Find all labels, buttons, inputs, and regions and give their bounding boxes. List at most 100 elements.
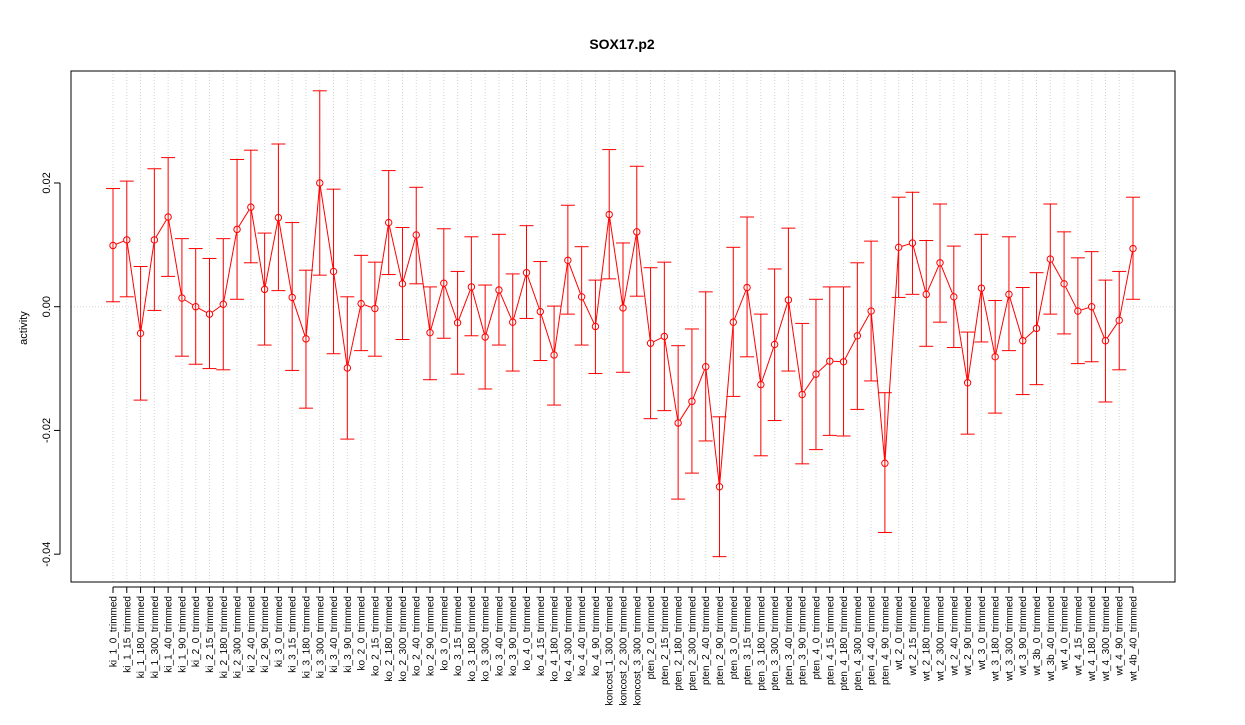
x-tick-label: ki_3_15_trimmed (288, 596, 299, 673)
x-tick-label: ko_4_90_trimmed (591, 596, 602, 676)
series-line-segment (185, 300, 193, 305)
x-tick-label: wt_3b_40_trimmed (1046, 596, 1057, 682)
x-tick-label: wt_2_15_trimmed (908, 596, 919, 676)
series-line-segment (665, 340, 678, 420)
series-line-segment (528, 276, 540, 309)
series-line-segment (156, 220, 166, 237)
x-tick-label: pten_2_90_trimmed (715, 596, 726, 685)
series-line-segment (486, 293, 498, 334)
series-line-segment (1052, 262, 1063, 281)
x-tick-label: wt_2_0_trimmed (894, 596, 905, 671)
x-tick-label: ko_3_0_trimmed (439, 596, 450, 670)
x-tick-label: pten_4_90_trimmed (880, 596, 891, 685)
x-tick-label: wt_2_40_trimmed (949, 596, 960, 676)
series-line-segment (1037, 262, 1050, 325)
series-line-segment (472, 290, 484, 334)
x-tick-label: ko_3_180_trimmed (467, 596, 478, 682)
series-line-segment (389, 226, 401, 281)
chart-title: SOX17.p2 (589, 36, 655, 52)
series-line-segment (913, 246, 925, 291)
x-tick-label: ko_4_180_trimmed (550, 596, 561, 682)
series-line-segment (265, 221, 278, 286)
series-line-segment (693, 370, 704, 399)
x-tick-label: ki_2_15_trimmed (205, 596, 216, 673)
x-tick-label: ki_1_90_trimmed (177, 596, 188, 673)
x-tick-label: ki_1_180_trimmed (136, 596, 147, 678)
x-tick-label: pten_3_0_trimmed (729, 596, 740, 679)
series-line-segment (1081, 308, 1089, 310)
x-tick-label: koncost_2_300_trimmed (619, 596, 630, 706)
series-line-segment (583, 300, 594, 324)
y-tick-label: -0.02 (41, 418, 53, 443)
x-tick-label: ki_1_15_trimmed (122, 596, 133, 673)
series-line-segment (251, 210, 264, 286)
x-tick-label: pten_2_40_trimmed (701, 596, 712, 685)
x-tick-label: ko_2_15_trimmed (370, 596, 381, 676)
series-line-segment (804, 377, 814, 392)
series-line-segment (902, 244, 910, 246)
series-line-segment (279, 221, 292, 294)
x-tick-label: ki_3_180_trimmed (301, 596, 312, 678)
x-tick-label: pten_3_180_trimmed (756, 596, 767, 691)
series-line-segment (1093, 310, 1104, 338)
series-line-segment (199, 308, 207, 312)
series-line-segment (928, 266, 939, 292)
series-line-segment (459, 290, 470, 320)
x-tick-label: ko_4_300_trimmed (563, 596, 574, 682)
series-line-segment (996, 297, 1008, 353)
x-tick-label: ki_2_0_trimmed (191, 596, 202, 667)
x-tick-label: ki_1_300_trimmed (150, 596, 161, 678)
series-line-segment (610, 218, 623, 305)
x-tick-label: ki_2_300_trimmed (233, 596, 244, 678)
series-line-segment (871, 314, 884, 460)
series-line-segment (348, 307, 360, 365)
series-line-segment (734, 290, 745, 319)
y-axis-label: activity (18, 311, 30, 345)
x-tick-label: wt_3_90_trimmed (1018, 596, 1029, 676)
x-tick-label: ki_2_40_trimmed (246, 596, 257, 673)
series-line-segment (706, 370, 719, 484)
series-line-segment (555, 263, 568, 351)
series-line-segment (859, 314, 870, 333)
series-line-segment (653, 338, 661, 342)
x-tick-label: wt_2_300_trimmed (936, 596, 947, 682)
series-line-segment (776, 303, 788, 341)
series-line-segment (334, 275, 347, 365)
series-line-segment (941, 266, 952, 294)
x-tick-label: wt_4_90_trimmed (1115, 596, 1126, 676)
x-tick-label: ki_3_0_trimmed (274, 596, 285, 667)
series-line-segment (403, 238, 415, 281)
x-tick-label: ko_4_15_trimmed (536, 596, 547, 676)
series-line-segment (637, 235, 650, 340)
x-tick-label: ko_3_15_trimmed (453, 596, 464, 676)
x-tick-label: wt_3_180_trimmed (991, 596, 1002, 682)
series-line-segment (680, 404, 690, 420)
series-line-segment (514, 276, 526, 319)
x-tick-label: wt_2_90_trimmed (963, 596, 974, 676)
series-line-segment (954, 300, 967, 380)
y-tick-label: 0.02 (41, 172, 53, 193)
x-tick-label: ko_3_90_trimmed (508, 596, 519, 676)
series-line-segment (224, 233, 237, 302)
x-tick-label: ko_3_40_trimmed (494, 596, 505, 676)
x-tick-label: ki_3_90_trimmed (343, 596, 354, 673)
series-line-segment (968, 291, 981, 379)
series-line-segment (431, 286, 443, 329)
x-tick-label: wt_4_0_trimmed (1060, 596, 1071, 671)
series-line-segment (212, 306, 221, 312)
x-tick-label: ko_2_0_trimmed (357, 596, 368, 670)
series-line-segment (541, 315, 553, 352)
series-line-segment (885, 251, 898, 461)
x-tick-label: pten_3_40_trimmed (784, 596, 795, 685)
x-tick-label: wt_4b_40_trimmed (1129, 596, 1140, 682)
x-tick-label: wt_3b_0_trimmed (1032, 596, 1043, 676)
series-line-segment (1107, 323, 1117, 338)
series-line-segment (596, 218, 609, 324)
series-line-segment (748, 291, 761, 382)
series-line-segment (127, 243, 140, 330)
series-line-segment (169, 220, 182, 295)
x-tick-label: pten_4_40_trimmed (867, 596, 878, 685)
